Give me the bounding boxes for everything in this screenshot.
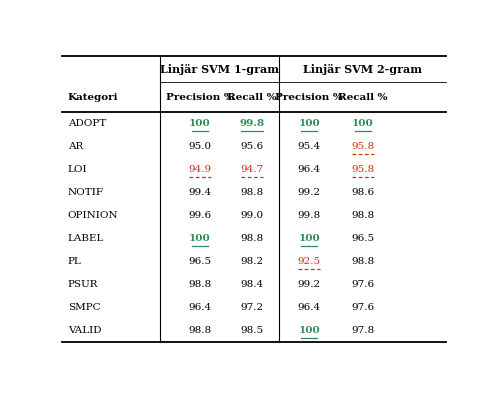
Text: 97.8: 97.8 [351,326,375,335]
Text: 100: 100 [298,234,320,243]
Text: 95.4: 95.4 [298,142,321,151]
Text: OPINION: OPINION [68,211,118,220]
Text: LOI: LOI [68,165,87,174]
Text: Linjär SVM 2-gram: Linjär SVM 2-gram [302,64,422,75]
Text: 96.4: 96.4 [298,165,321,174]
Text: 100: 100 [189,119,211,128]
Text: PL: PL [68,257,81,266]
Text: 98.2: 98.2 [240,257,263,266]
Text: 99.6: 99.6 [189,211,211,220]
Text: 98.8: 98.8 [351,257,375,266]
Text: 100: 100 [189,234,211,243]
Text: 99.0: 99.0 [240,211,263,220]
Text: 98.4: 98.4 [240,280,263,289]
Text: Linjär SVM 1-gram: Linjär SVM 1-gram [160,64,279,75]
Text: ADOPT: ADOPT [68,119,106,128]
Text: PSUR: PSUR [68,280,98,289]
Text: 98.8: 98.8 [240,234,263,243]
Text: 98.5: 98.5 [240,326,263,335]
Text: 100: 100 [298,119,320,128]
Text: SMPC: SMPC [68,303,100,312]
Text: 94.7: 94.7 [240,165,263,174]
Text: 100: 100 [298,326,320,335]
Text: AR: AR [68,142,83,151]
Text: 98.8: 98.8 [240,188,263,197]
Text: Recall %: Recall % [227,93,277,102]
Text: Precision %: Precision % [166,93,234,102]
Text: 98.6: 98.6 [351,188,375,197]
Text: 97.2: 97.2 [240,303,263,312]
Text: VALID: VALID [68,326,101,335]
Text: 98.8: 98.8 [351,211,375,220]
Text: 96.5: 96.5 [351,234,375,243]
Text: NOTIF: NOTIF [68,188,103,197]
Text: 95.8: 95.8 [351,165,375,174]
Text: 92.5: 92.5 [298,257,321,266]
Text: 97.6: 97.6 [351,303,375,312]
Text: 99.4: 99.4 [189,188,211,197]
Text: 97.6: 97.6 [351,280,375,289]
Text: 94.9: 94.9 [189,165,211,174]
Text: 99.8: 99.8 [298,211,321,220]
Text: 96.5: 96.5 [189,257,211,266]
Text: 96.4: 96.4 [189,303,211,312]
Text: Precision %: Precision % [275,93,343,102]
Text: 95.0: 95.0 [189,142,211,151]
Text: LABEL: LABEL [68,234,104,243]
Text: 99.2: 99.2 [298,188,321,197]
Text: 95.6: 95.6 [240,142,263,151]
Text: 96.4: 96.4 [298,303,321,312]
Text: 98.8: 98.8 [189,326,211,335]
Text: Recall %: Recall % [338,93,388,102]
Text: 95.8: 95.8 [351,142,375,151]
Text: Kategori: Kategori [68,93,118,102]
Text: 99.2: 99.2 [298,280,321,289]
Text: 98.8: 98.8 [189,280,211,289]
Text: 99.8: 99.8 [239,119,264,128]
Text: 100: 100 [352,119,374,128]
